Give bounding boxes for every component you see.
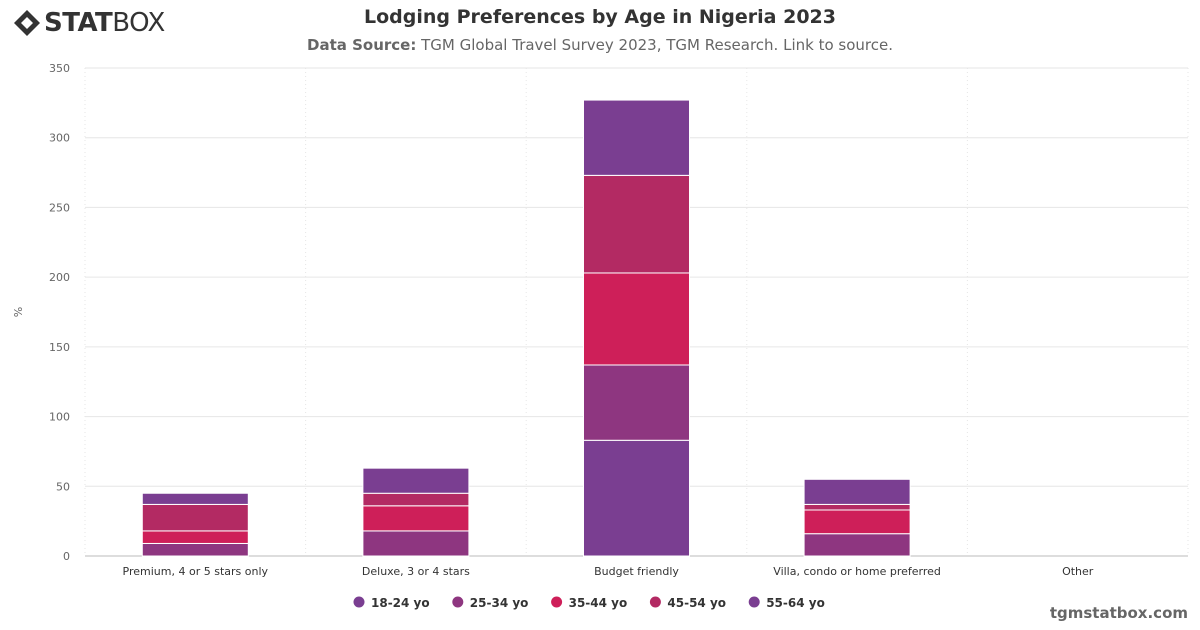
legend-item-label[interactable]: 55-64 yo [766, 596, 825, 610]
y-tick-label: 0 [63, 550, 70, 563]
bar-segment-35-44-yo[interactable] [803, 509, 911, 535]
bar-segment-35-44-yo[interactable] [362, 505, 470, 532]
bar-segment-45-54-yo[interactable] [583, 174, 690, 274]
x-tick-label: Budget friendly [594, 565, 679, 578]
x-tick-label: Other [1062, 565, 1094, 578]
statbox-logo[interactable]: STATBOX [12, 8, 165, 38]
source-text[interactable]: TGM Global Travel Survey 2023, TGM Resea… [421, 36, 893, 54]
legend-marker[interactable] [353, 596, 365, 608]
bar-segment-35-44-yo[interactable] [141, 530, 249, 544]
legend-marker[interactable] [452, 596, 464, 608]
bar-segment-35-44-yo[interactable] [583, 272, 690, 366]
bar-segment-55-64-yo[interactable] [583, 99, 690, 176]
source-label: Data Source: [307, 36, 417, 54]
legend-item-label[interactable]: 25-34 yo [470, 596, 529, 610]
diamond-logo-icon [14, 10, 40, 36]
y-tick-label: 300 [49, 132, 70, 145]
y-axis-label: % [12, 307, 25, 317]
bar-segment-25-34-yo[interactable] [362, 530, 470, 557]
chart-subtitle[interactable]: Data Source: TGM Global Travel Survey 20… [0, 36, 1200, 54]
bar-segment-25-34-yo[interactable] [583, 364, 690, 441]
y-tick-label: 50 [56, 480, 70, 493]
bar-segment-45-54-yo[interactable] [362, 492, 470, 507]
bar-segment-45-54-yo[interactable] [141, 503, 249, 532]
bar-segment-25-34-yo[interactable] [141, 542, 249, 557]
bar-segment-55-64-yo[interactable] [362, 467, 470, 494]
legend-item-label[interactable]: 45-54 yo [667, 596, 726, 610]
legend-marker[interactable] [649, 596, 661, 608]
legend-item-label[interactable]: 35-44 yo [569, 596, 628, 610]
bar-segment-55-64-yo[interactable] [803, 478, 911, 505]
bar-segment-25-34-yo[interactable] [803, 533, 911, 557]
legend-item-label[interactable]: 18-24 yo [371, 596, 430, 610]
x-tick-label: Deluxe, 3 or 4 stars [362, 565, 470, 578]
y-tick-label: 150 [49, 341, 70, 354]
chart-title: Lodging Preferences by Age in Nigeria 20… [364, 6, 836, 28]
footer-site[interactable]: tgmstatbox.com [1049, 604, 1188, 622]
legend-marker[interactable] [551, 596, 563, 608]
logo-text: STATBOX [44, 8, 165, 38]
bar-segment-55-64-yo[interactable] [141, 492, 249, 505]
y-tick-label: 200 [49, 271, 70, 284]
bar-segment-45-54-yo[interactable] [803, 503, 911, 511]
y-tick-label: 100 [49, 411, 70, 424]
x-tick-label: Villa, condo or home preferred [773, 565, 941, 578]
y-tick-label: 250 [49, 201, 70, 214]
legend-marker[interactable] [748, 596, 760, 608]
y-tick-label: 350 [49, 62, 70, 75]
bar-segment-18-24-yo[interactable] [583, 439, 690, 557]
x-tick-label: Premium, 4 or 5 stars only [123, 565, 269, 578]
